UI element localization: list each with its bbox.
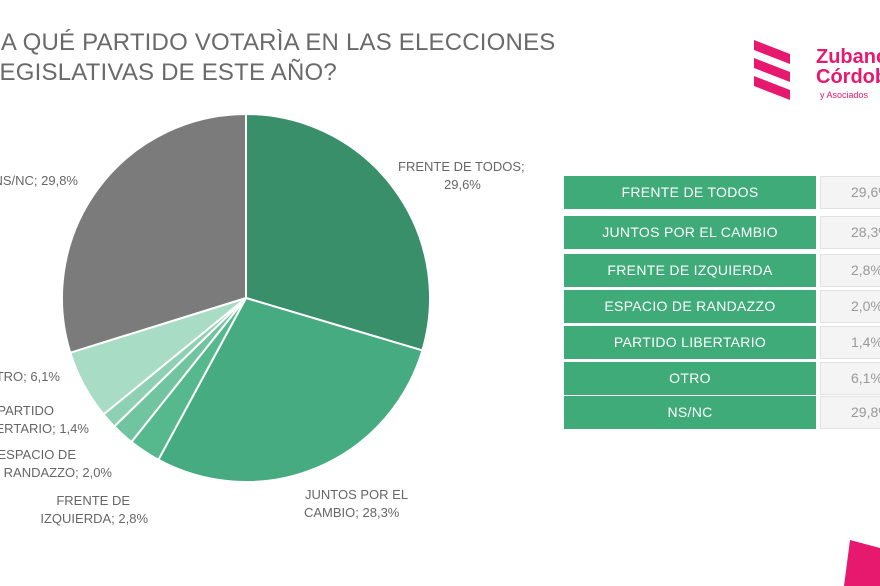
party-name: OTRO [564,362,816,395]
label-otro: OTRO; 6,1% [0,368,60,386]
label-juntos-por-el-cambio: JUNTOS POR EL CAMBIO; 28,3% [304,486,408,522]
title-line-1: ¿A QUÉ PARTIDO VOTARÌA EN LAS ELECCIONES [0,29,556,56]
label-randazzo-line-1: ESPACIO DE [0,447,76,462]
brand-logo: Zubanc Córdob y Asociados [750,36,880,106]
party-name: ESPACIO DE RANDAZZO [564,290,816,323]
table-row: OTRO 6,1% [564,362,880,395]
party-name: FRENTE DE IZQUIERDA [564,254,816,287]
label-izquierda-line-1: FRENTE DE [56,493,130,508]
label-libertario-line-1: PARTIDO [0,403,54,418]
label-libertario-line-2: LIBERTARIO; 1,4% [0,421,89,436]
table-row: ESPACIO DE RANDAZZO 2,0% [564,290,880,323]
party-name: NS/NC [564,396,816,429]
pie-slice-1 [157,296,424,483]
table-row: FRENTE DE TODOS 29,6% [564,176,880,209]
label-randazzo-line-2: RANDAZZO; 2,0% [3,465,112,480]
label-partido-libertario: PARTIDO LIBERTARIO; 1,4% [0,402,89,438]
chart-title: ¿A QUÉ PARTIDO VOTARÌA EN LAS ELECCIONES… [0,28,556,88]
party-value: 1,4% [820,326,880,359]
logo-mark-icon [754,40,790,100]
corner-accent-icon [844,540,880,586]
table-row: PARTIDO LIBERTARIO 1,4% [564,326,880,359]
label-juntos-line-2: CAMBIO; 28,3% [304,505,400,520]
label-frente-de-izquierda: FRENTE DE IZQUIERDA; 2,8% [22,492,148,528]
party-value: 2,0% [820,290,880,323]
party-value: 29,8% [820,396,880,429]
title-line-2: LEGISLATIVAS DE ESTE AÑO? [0,59,337,86]
party-name: FRENTE DE TODOS [564,176,816,209]
party-value: 29,6% [820,176,880,209]
pie-slice-6 [60,112,247,354]
party-name: PARTIDO LIBERTARIO [564,326,816,359]
label-frente-de-todos-line-1: FRENTE DE TODOS; [398,159,525,174]
party-value: 6,1% [820,362,880,395]
table-row: FRENTE DE IZQUIERDA 2,8% [564,254,880,287]
party-name: JUNTOS POR EL CAMBIO [564,216,816,249]
party-value: 28,3% [820,216,880,249]
logo-text-line-2: Córdob [816,66,880,88]
table-row: NS/NC 29,8% [564,396,880,429]
label-frente-de-todos: FRENTE DE TODOS; 29,6% [398,158,525,194]
label-ns-nc-line-1: NS/NC; 29,8% [0,173,78,188]
label-frente-de-todos-line-2: 29,6% [444,177,481,192]
label-otro-line-1: OTRO; 6,1% [0,369,60,384]
pie-chart [60,112,431,483]
label-izquierda-line-2: IZQUIERDA; 2,8% [40,511,148,526]
label-juntos-line-1: JUNTOS POR EL [305,487,409,502]
party-value: 2,8% [820,254,880,287]
table-row: JUNTOS POR EL CAMBIO 28,3% [564,216,880,249]
label-espacio-de-randazzo: ESPACIO DE RANDAZZO; 2,0% [0,446,112,482]
logo-text-line-1: Zubanc [816,46,880,68]
label-ns-nc: NS/NC; 29,8% [0,172,78,190]
logo-subtitle: y Asociados [820,90,869,100]
pie-slice-0 [245,112,431,352]
